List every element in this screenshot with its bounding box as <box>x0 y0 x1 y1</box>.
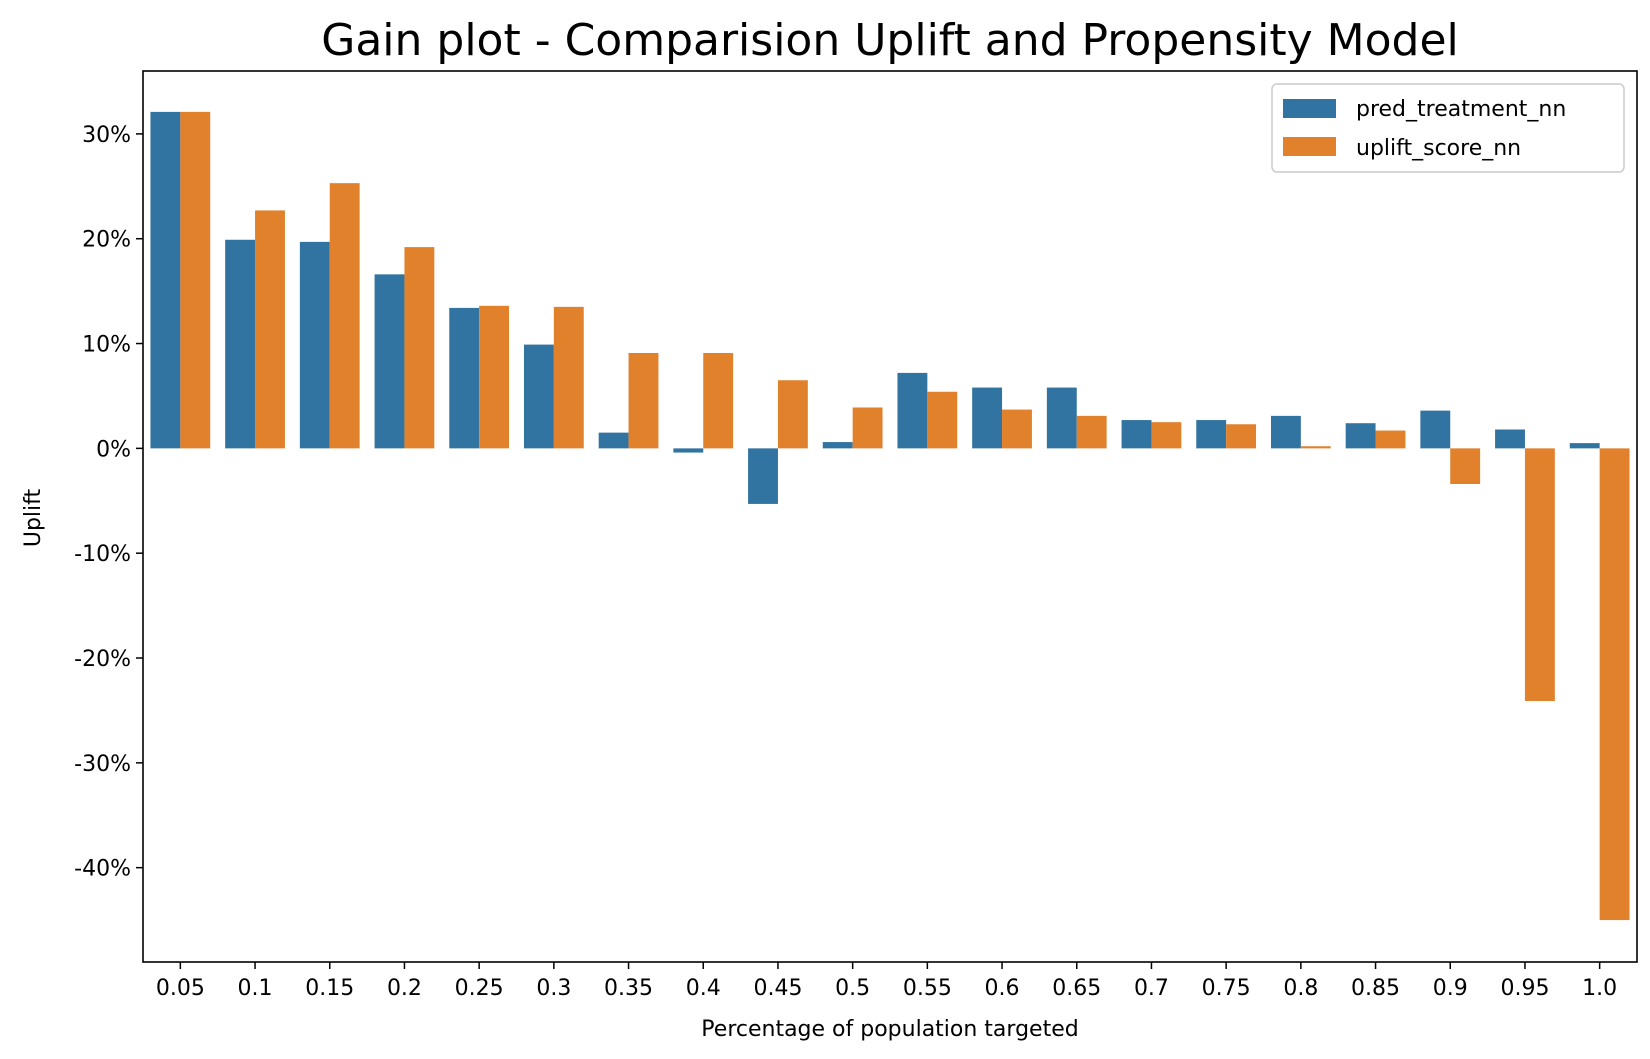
x-axis-title: Percentage of population targeted <box>701 1017 1078 1042</box>
bars-group <box>150 111 1630 921</box>
bar-pred-treatment-1.0 <box>1569 443 1600 449</box>
bar-uplift-score-0.9 <box>1450 448 1481 485</box>
x-tick-label: 0.75 <box>1202 976 1251 1001</box>
y-tick-label: -40% <box>74 857 131 882</box>
bar-uplift-score-0.35 <box>628 352 659 449</box>
x-tick-label: 0.3 <box>536 976 571 1001</box>
x-tick-label: 0.95 <box>1500 976 1549 1001</box>
x-tick-label: 0.5 <box>835 976 870 1001</box>
bar-pred-treatment-0.5 <box>822 442 853 449</box>
x-tick-label: 0.05 <box>156 976 205 1001</box>
bar-uplift-score-0.15 <box>329 183 360 449</box>
bar-pred-treatment-0.25 <box>449 307 480 449</box>
legend-swatch-pred-treatment <box>1283 99 1336 118</box>
x-tick-label: 1.0 <box>1582 976 1617 1001</box>
legend-label-pred-treatment: pred_treatment_nn <box>1356 97 1566 122</box>
bar-uplift-score-0.7 <box>1151 422 1182 449</box>
y-tick-label: 0% <box>96 437 131 462</box>
legend-swatch-uplift-score <box>1283 137 1336 156</box>
x-tick-label: 0.1 <box>238 976 273 1001</box>
bar-uplift-score-1.0 <box>1599 448 1630 921</box>
bar-pred-treatment-0.6 <box>972 387 1003 449</box>
y-axis-ticks: 30% 20% 10% 0% -10% -20% -30% -40% <box>74 123 143 882</box>
bar-uplift-score-0.5 <box>852 407 883 449</box>
y-tick-label: 20% <box>82 228 131 253</box>
x-tick-label: 0.2 <box>387 976 422 1001</box>
x-tick-label: 0.65 <box>1052 976 1101 1001</box>
bar-pred-treatment-0.75 <box>1196 420 1227 449</box>
x-tick-label: 0.4 <box>686 976 721 1001</box>
plot-frame <box>142 70 1638 963</box>
bar-uplift-score-0.95 <box>1524 448 1555 701</box>
x-tick-label: 0.15 <box>305 976 354 1001</box>
bar-pred-treatment-0.7 <box>1121 420 1152 449</box>
y-tick-label: 30% <box>82 123 131 148</box>
bar-pred-treatment-0.45 <box>748 448 778 504</box>
bar-uplift-score-0.2 <box>404 247 435 449</box>
x-tick-label: 0.9 <box>1433 976 1468 1001</box>
bar-pred-treatment-0.3 <box>523 344 554 449</box>
legend: pred_treatment_nn uplift_score_nn <box>1271 83 1625 173</box>
x-axis-ticks: 0.05 0.1 0.15 0.2 0.25 0.3 0.35 0.4 0.45 0.5 0.55 0… <box>156 962 1617 1001</box>
bar-uplift-score-0.55 <box>927 391 958 449</box>
bar-pred-treatment-0.35 <box>598 432 629 449</box>
y-tick-label: 10% <box>82 333 131 358</box>
bar-pred-treatment-0.55 <box>897 372 928 449</box>
y-axis-title: Uplift <box>21 488 46 547</box>
x-tick-label: 0.85 <box>1351 976 1400 1001</box>
bar-uplift-score-0.4 <box>703 352 734 449</box>
bar-pred-treatment-0.65 <box>1046 387 1077 449</box>
bar-uplift-score-0.8 <box>1300 446 1331 449</box>
bar-pred-treatment-0.15 <box>299 241 330 449</box>
x-tick-label: 0.45 <box>753 976 802 1001</box>
bar-uplift-score-0.85 <box>1375 430 1406 449</box>
bar-uplift-score-0.65 <box>1076 415 1107 449</box>
bar-uplift-score-0.45 <box>777 380 808 449</box>
bar-pred-treatment-0.4 <box>673 448 704 453</box>
bar-uplift-score-0.6 <box>1002 409 1032 449</box>
bar-uplift-score-0.1 <box>255 210 285 449</box>
x-tick-label: 0.8 <box>1283 976 1318 1001</box>
y-tick-label: -20% <box>74 647 131 672</box>
y-tick-label: -30% <box>74 752 131 777</box>
x-tick-label: 0.25 <box>455 976 504 1001</box>
bar-pred-treatment-0.8 <box>1270 415 1301 449</box>
legend-frame <box>1271 83 1625 173</box>
x-tick-label: 0.35 <box>604 976 653 1001</box>
bar-pred-treatment-0.85 <box>1345 423 1376 449</box>
x-tick-label: 0.6 <box>985 976 1020 1001</box>
legend-label-uplift-score: uplift_score_nn <box>1356 136 1521 161</box>
bar-pred-treatment-0.05 <box>150 111 181 449</box>
bar-pred-treatment-0.1 <box>225 239 256 449</box>
y-tick-label: -10% <box>74 542 131 567</box>
bar-uplift-score-0.3 <box>553 306 584 449</box>
x-tick-label: 0.55 <box>903 976 952 1001</box>
bar-pred-treatment-0.2 <box>374 274 405 449</box>
chart-title: Gain plot - Comparision Uplift and Prope… <box>321 15 1459 66</box>
bar-uplift-score-0.75 <box>1226 424 1257 449</box>
bar-pred-treatment-0.95 <box>1495 429 1525 449</box>
bar-pred-treatment-0.9 <box>1420 410 1451 449</box>
bar-uplift-score-0.05 <box>180 111 211 449</box>
bar-uplift-score-0.25 <box>479 305 510 449</box>
x-tick-label: 0.7 <box>1134 976 1169 1001</box>
